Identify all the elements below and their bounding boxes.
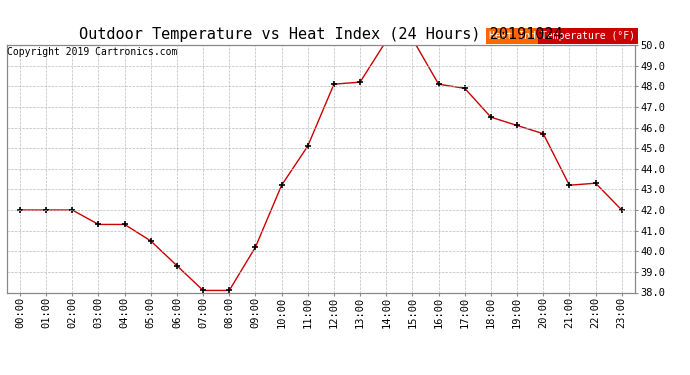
Text: Copyright 2019 Cartronics.com: Copyright 2019 Cartronics.com bbox=[7, 47, 177, 57]
Title: Outdoor Temperature vs Heat Index (24 Hours) 20191024: Outdoor Temperature vs Heat Index (24 Ho… bbox=[79, 27, 562, 42]
Text: Heat Index (°F): Heat Index (°F) bbox=[489, 31, 577, 41]
Text: Temperature (°F): Temperature (°F) bbox=[541, 31, 635, 41]
